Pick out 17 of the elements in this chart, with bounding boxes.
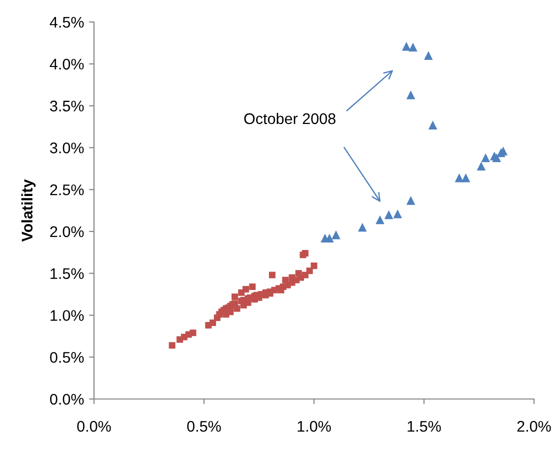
y-tick-label: 3.5%: [50, 100, 84, 112]
y-tick-label: 0.0%: [50, 394, 84, 405]
annotation: October 2008: [244, 112, 336, 124]
y-tick-label: 1.5%: [50, 268, 84, 280]
x-tick-label: 0.5%: [187, 420, 221, 432]
x-tick-label: 1.0%: [298, 420, 331, 432]
y-tick-label: 1.0%: [50, 310, 84, 321]
y-tick-label: 0.5%: [50, 352, 84, 363]
y-tick-label: 4.0%: [50, 58, 84, 70]
y-tick-label: 3.0%: [50, 142, 84, 154]
y-tick-label: 2.0%: [50, 226, 84, 238]
x-tick-label: 1.5%: [408, 421, 441, 432]
x-tick-label: 2.0%: [517, 420, 551, 432]
y-tick-label: 2.5%: [50, 184, 84, 196]
y-tick-label: 4.5%: [50, 16, 84, 28]
y-axis-title: Volatility: [21, 179, 36, 242]
x-tick-label: 0.0%: [77, 420, 111, 432]
